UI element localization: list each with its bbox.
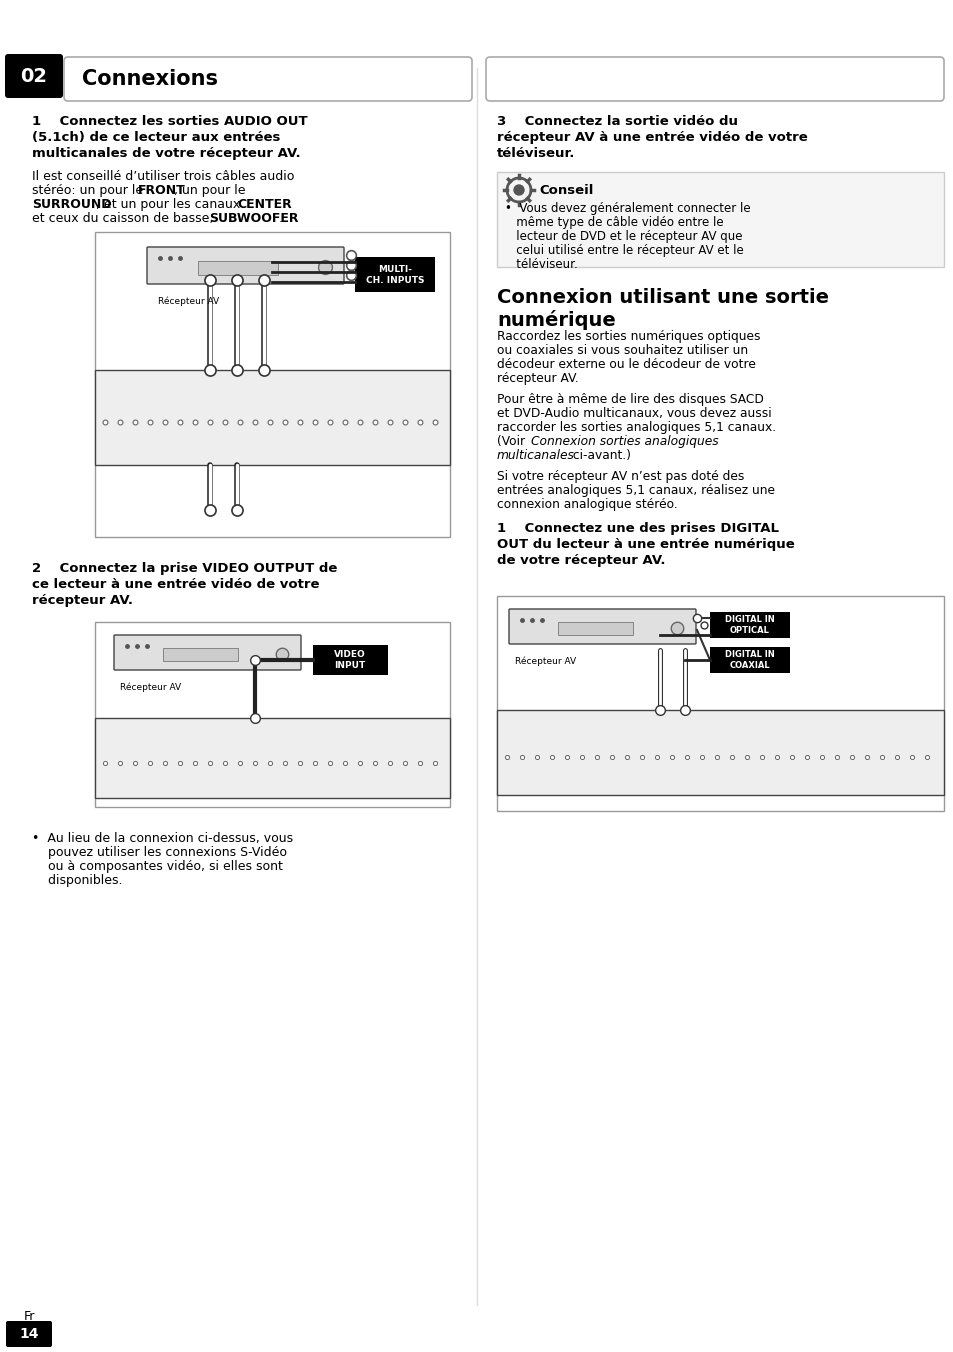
Text: 14: 14 [19,1328,39,1341]
Text: SURROUND: SURROUND [32,197,112,211]
FancyBboxPatch shape [6,1321,52,1347]
Text: SUBWOOFER: SUBWOOFER [209,212,298,224]
Text: Il est conseillé d’utiliser trois câbles audio: Il est conseillé d’utiliser trois câbles… [32,170,294,183]
Text: et DVD-Audio multicanaux, vous devez aussi: et DVD-Audio multicanaux, vous devez aus… [497,407,771,420]
Text: (Voir: (Voir [497,435,529,448]
Text: multicanales de votre récepteur AV.: multicanales de votre récepteur AV. [32,147,300,160]
Bar [709,648,789,673]
Text: de votre récepteur AV.: de votre récepteur AV. [497,554,665,566]
Text: Récepteur AV: Récepteur AV [158,297,219,307]
Circle shape [514,185,523,195]
Bar [709,612,789,638]
Text: FRONT: FRONT [138,184,186,197]
Bar [95,233,450,537]
Text: ci-avant.): ci-avant.) [568,449,630,462]
Text: entrées analogiques 5,1 canaux, réalisez une: entrées analogiques 5,1 canaux, réalisez… [497,484,774,498]
Text: téléviseur.: téléviseur. [504,258,578,270]
Text: MULTI-
CH. INPUTS: MULTI- CH. INPUTS [365,265,424,285]
Text: DIGITAL IN
OPTICAL: DIGITAL IN OPTICAL [724,615,774,635]
Text: Récepteur AV: Récepteur AV [120,681,181,691]
FancyBboxPatch shape [509,608,696,644]
Text: •  Au lieu de la connexion ci-dessus, vous: • Au lieu de la connexion ci-dessus, vou… [32,831,293,845]
Bar [95,622,450,807]
Text: Fr: Fr [23,1310,34,1324]
Bar [355,257,435,292]
Text: ce lecteur à une entrée vidéo de votre: ce lecteur à une entrée vidéo de votre [32,579,319,591]
Text: 2    Connectez la prise VIDEO OUTPUT de: 2 Connectez la prise VIDEO OUTPUT de [32,562,337,575]
Text: et ceux du caisson de basse,: et ceux du caisson de basse, [32,212,217,224]
Text: .: . [278,212,283,224]
Text: récepteur AV.: récepteur AV. [497,372,578,385]
Text: Connexion sorties analogiques: Connexion sorties analogiques [531,435,718,448]
Bar [497,710,943,795]
Text: CENTER: CENTER [236,197,292,211]
FancyBboxPatch shape [64,57,472,101]
FancyBboxPatch shape [147,247,344,284]
Text: 3    Connectez la sortie vidéo du: 3 Connectez la sortie vidéo du [497,115,738,128]
Text: disponibles.: disponibles. [32,873,122,887]
Text: connexion analogique stéréo.: connexion analogique stéréo. [497,498,677,511]
Text: (5.1ch) de ce lecteur aux entrées: (5.1ch) de ce lecteur aux entrées [32,131,280,145]
Bar [497,596,943,811]
Text: VIDEO
INPUT: VIDEO INPUT [334,650,366,671]
Bar [313,645,388,675]
Text: ou à composantes vidéo, si elles sont: ou à composantes vidéo, si elles sont [32,860,283,873]
Text: 02: 02 [20,66,48,85]
Text: DIGITAL IN
COAXIAL: DIGITAL IN COAXIAL [724,650,774,671]
Text: 1    Connectez une des prises DIGITAL: 1 Connectez une des prises DIGITAL [497,522,779,535]
Text: Récepteur AV: Récepteur AV [515,656,576,665]
Text: , et un pour les canaux: , et un pour les canaux [96,197,244,211]
Bar [497,172,943,266]
Bar [95,718,450,798]
Text: numérique: numérique [497,310,615,330]
Text: Raccordez les sorties numériques optiques: Raccordez les sorties numériques optique… [497,330,760,343]
Text: téléviseur.: téléviseur. [497,147,575,160]
Text: multicanales: multicanales [497,449,575,462]
Text: Connexion utilisant une sortie: Connexion utilisant une sortie [497,288,828,307]
FancyBboxPatch shape [113,635,301,671]
Text: ou coaxiales si vous souhaitez utiliser un: ou coaxiales si vous souhaitez utiliser … [497,343,747,357]
Text: Si votre récepteur AV n’est pas doté des: Si votre récepteur AV n’est pas doté des [497,470,743,483]
Text: , un pour le: , un pour le [173,184,245,197]
Text: décodeur externe ou le décodeur de votre: décodeur externe ou le décodeur de votre [497,358,755,370]
Text: Pour être à même de lire des disques SACD: Pour être à même de lire des disques SAC… [497,393,763,406]
Text: OUT du lecteur à une entrée numérique: OUT du lecteur à une entrée numérique [497,538,794,552]
Text: celui utilisé entre le récepteur AV et le: celui utilisé entre le récepteur AV et l… [504,243,743,257]
Text: •  Vous devez généralement connecter le: • Vous devez généralement connecter le [504,201,750,215]
Text: stéréo: un pour le: stéréo: un pour le [32,184,147,197]
Text: 1    Connectez les sorties AUDIO OUT: 1 Connectez les sorties AUDIO OUT [32,115,307,128]
Text: récepteur AV.: récepteur AV. [32,594,132,607]
Bar [558,622,633,635]
FancyBboxPatch shape [5,54,63,97]
Text: raccorder les sorties analogiques 5,1 canaux.: raccorder les sorties analogiques 5,1 ca… [497,420,776,434]
Text: lecteur de DVD et le récepteur AV que: lecteur de DVD et le récepteur AV que [504,230,741,243]
Bar [198,261,277,274]
Text: Connexions: Connexions [82,69,218,89]
Bar [95,370,450,465]
Text: pouvez utiliser les connexions S-Vidéo: pouvez utiliser les connexions S-Vidéo [32,846,287,859]
Text: même type de câble vidéo entre le: même type de câble vidéo entre le [504,216,723,228]
Text: Conseil: Conseil [538,184,593,197]
Bar [163,648,237,661]
FancyBboxPatch shape [485,57,943,101]
Text: récepteur AV à une entrée vidéo de votre: récepteur AV à une entrée vidéo de votre [497,131,807,145]
